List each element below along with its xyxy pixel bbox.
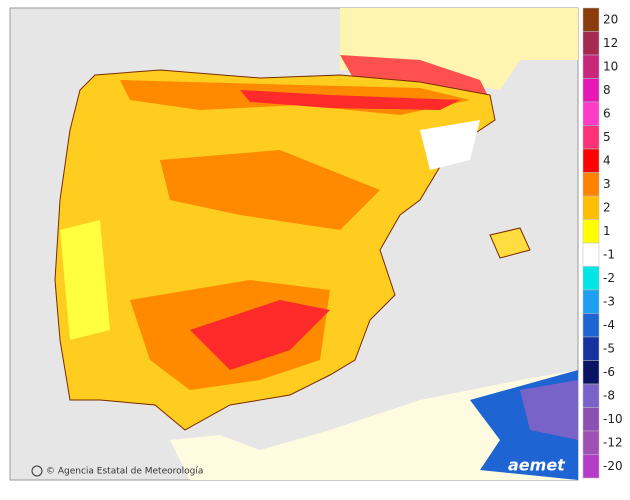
- credit: © Agencia Estatal de Meteorología: [46, 467, 203, 477]
- legend-swatch: [582, 430, 600, 455]
- legend-label: 6: [603, 106, 611, 120]
- east-neutral: [420, 120, 480, 170]
- legend-label: 12: [603, 36, 618, 50]
- legend-label: 1: [603, 224, 611, 238]
- legend-label: -12: [603, 435, 623, 449]
- legend-label: 3: [603, 177, 611, 191]
- legend-swatch: [582, 125, 600, 150]
- legend-label: -3: [603, 294, 615, 308]
- legend-swatch: [582, 313, 600, 338]
- copyright-icon: [31, 465, 43, 477]
- legend-swatch: [582, 383, 600, 408]
- legend-swatch: [582, 219, 600, 244]
- legend-swatch: [582, 407, 600, 432]
- legend-label: 5: [603, 130, 611, 144]
- legend-label: -10: [603, 412, 623, 426]
- portugal-mild: [60, 220, 110, 340]
- legend-label: 20: [603, 12, 618, 26]
- legend-swatch: [582, 7, 600, 32]
- legend-label: -4: [603, 318, 615, 332]
- legend-swatch: [582, 54, 600, 79]
- legend-label: -1: [603, 247, 615, 261]
- legend-label: 4: [603, 153, 611, 167]
- legend-swatch: [582, 266, 600, 291]
- legend-label: 10: [603, 59, 618, 73]
- legend-label: -8: [603, 388, 615, 402]
- legend-swatch: [582, 242, 600, 267]
- legend-swatch: [582, 360, 600, 385]
- africa-colder: [520, 380, 578, 440]
- legend-swatch: [582, 195, 600, 220]
- legend-label: -5: [603, 341, 615, 355]
- legend-swatch: [582, 454, 600, 479]
- mallorca: [489, 227, 531, 259]
- logo: aemet: [508, 456, 566, 475]
- legend-label: 8: [603, 83, 611, 97]
- legend-swatch: [582, 289, 600, 314]
- legend-swatch: [582, 148, 600, 173]
- legend-swatch: [582, 31, 600, 56]
- legend-label: -20: [603, 459, 623, 473]
- legend-swatch: [582, 172, 600, 197]
- center-warm: [160, 150, 380, 230]
- south-hot: [190, 300, 330, 370]
- africa: [170, 370, 578, 480]
- legend-swatch: [582, 336, 600, 361]
- legend-label: 2: [603, 200, 611, 214]
- legend-label: -2: [603, 271, 615, 285]
- north-hot: [240, 90, 460, 110]
- legend-swatch: [582, 101, 600, 126]
- legend-label: -6: [603, 365, 615, 379]
- legend-swatch: [582, 78, 600, 103]
